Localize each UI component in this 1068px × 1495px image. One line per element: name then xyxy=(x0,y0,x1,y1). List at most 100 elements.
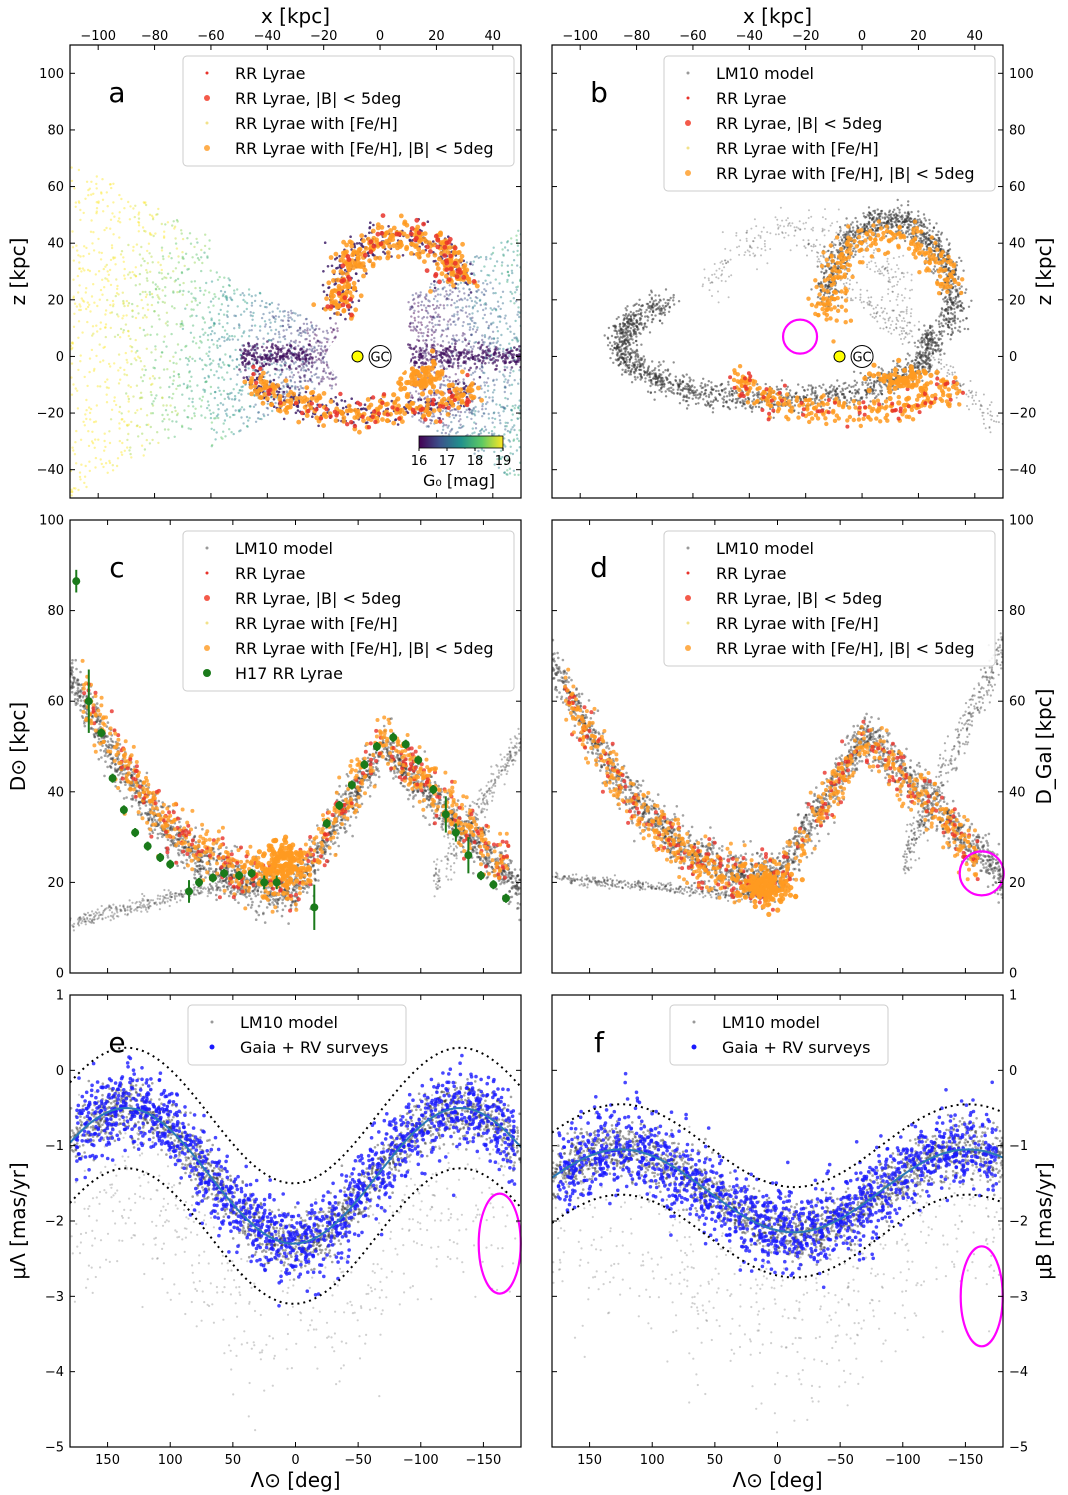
ytick-label: 1 xyxy=(56,989,64,1004)
h17-point xyxy=(360,760,369,769)
ytick-label: 80 xyxy=(47,123,64,138)
legend-marker xyxy=(205,546,209,550)
h17-point xyxy=(185,887,194,896)
h17-point xyxy=(72,577,81,586)
highlight-ellipse xyxy=(958,850,1005,897)
h17-point xyxy=(220,869,229,878)
ytick-label: −4 xyxy=(1009,1365,1028,1380)
legend-marker xyxy=(685,170,691,176)
ytick-label: −2 xyxy=(1009,1215,1028,1230)
y-axis-title: z [kpc] xyxy=(6,238,30,306)
ytick-label: −3 xyxy=(1009,1290,1028,1305)
gc-marker xyxy=(850,344,874,368)
ytick-label: 100 xyxy=(39,514,64,529)
highlight-ellipse xyxy=(781,318,819,355)
sun-marker xyxy=(351,350,364,363)
ytick-label: 0 xyxy=(1009,967,1017,982)
h17-point xyxy=(108,774,117,783)
ytick-label: −20 xyxy=(37,407,64,422)
gc-marker xyxy=(368,344,392,368)
legend-marker xyxy=(686,146,690,150)
panel-letter: d xyxy=(590,551,608,584)
xtick-label: 100 xyxy=(158,1453,183,1468)
legend-entry: RR Lyrae, |B| < 5deg xyxy=(235,589,401,608)
legend-marker xyxy=(209,1044,215,1050)
gc-label: GC xyxy=(852,350,871,365)
h17-point xyxy=(401,740,410,749)
panel-c: 0 20 40 60 80 100 D⊙ [kpc] c LM10 model RR Lyrae R… xyxy=(6,514,522,982)
panel-b: GC −40 −20 0 20 40 60 80 100 −100 −80 −60 −40 −20 0 20 4… xyxy=(551,4,1056,499)
h17-point xyxy=(235,871,244,880)
legend-entry: RR Lyrae with [Fe/H] xyxy=(235,614,398,633)
highlight-ellipse xyxy=(959,1245,1004,1348)
h17-point xyxy=(389,733,398,742)
legend-marker xyxy=(205,621,209,625)
h17-point xyxy=(131,828,140,837)
plot-area-a xyxy=(70,166,521,497)
legend-entry: LM10 model xyxy=(240,1013,338,1032)
plot-area-c xyxy=(70,569,521,932)
legend-box xyxy=(669,1004,889,1066)
legend-marker xyxy=(210,1020,214,1024)
xtick-label: −20 xyxy=(310,29,337,44)
panel-e: −5 −4 −3 −2 −1 0 1 150 100 50 0 −50 −100 −150 Λ⊙ [deg]… xyxy=(6,989,522,1492)
highlight-ellipse xyxy=(477,1192,522,1295)
legend-entry: LM10 model xyxy=(235,539,333,558)
h17-point xyxy=(476,871,485,880)
ytick-label: 0 xyxy=(1009,350,1017,365)
legend-marker xyxy=(204,645,210,651)
legend-entry: H17 RR Lyrae xyxy=(235,664,343,683)
xtick-label: −100 xyxy=(403,1453,439,1468)
ytick-label: 60 xyxy=(47,180,64,195)
legend-box xyxy=(187,1004,407,1066)
ytick-label: −40 xyxy=(1009,463,1036,478)
legend-entry: RR Lyrae xyxy=(235,564,305,583)
ytick-label: −4 xyxy=(45,1365,64,1380)
panel-letter: f xyxy=(594,1026,605,1059)
xtick-label: 40 xyxy=(485,29,502,44)
legend-box xyxy=(663,530,996,667)
ytick-label: 1 xyxy=(1009,989,1017,1004)
legend-marker xyxy=(685,595,691,601)
xtick-label: 100 xyxy=(640,1453,665,1468)
fit-curve xyxy=(70,1106,521,1245)
ytick-label: 60 xyxy=(1009,695,1026,710)
legend-marker xyxy=(685,120,691,126)
ytick-label: 100 xyxy=(1009,67,1034,82)
y-axis-title: μB [mas/yr] xyxy=(1032,1162,1056,1279)
frame xyxy=(551,44,1004,499)
legend-entry: RR Lyrae with [Fe/H], |B| < 5deg xyxy=(235,639,494,658)
colorbar-tick-label: 19 xyxy=(495,454,512,469)
legend-entry: LM10 model xyxy=(722,1013,820,1032)
y-axis-title: D_Gal [kpc] xyxy=(1032,689,1056,805)
legend-marker xyxy=(685,645,691,651)
legend-entry: RR Lyrae xyxy=(716,564,786,583)
ytick-label: 20 xyxy=(47,293,64,308)
ytick-label: −5 xyxy=(45,1441,64,1456)
ytick-label: 0 xyxy=(1009,1064,1017,1079)
ytick-label: 60 xyxy=(1009,180,1026,195)
panel-letter: a xyxy=(108,76,125,109)
h17-point xyxy=(260,878,269,887)
panel-d: 0 20 40 60 80 100 D_Gal [kpc] d LM10 model RR Lyr… xyxy=(551,514,1056,982)
ytick-label: 0 xyxy=(56,967,64,982)
legend-entry: RR Lyrae xyxy=(235,64,305,83)
xtick-label: 50 xyxy=(225,1453,242,1468)
legend-marker xyxy=(205,571,209,575)
xtick-label: 0 xyxy=(291,1453,299,1468)
x-axis-title: Λ⊙ [deg] xyxy=(732,1468,822,1492)
h17-point xyxy=(429,785,438,794)
plot-area-d xyxy=(552,632,1003,918)
colorbar-tick-label: 17 xyxy=(439,454,456,469)
h17-point xyxy=(84,697,93,706)
fit-curve xyxy=(552,1148,1003,1234)
h17-point xyxy=(247,869,256,878)
ytick-label: 40 xyxy=(47,785,64,800)
legend-entry: RR Lyrae, |B| < 5deg xyxy=(235,89,401,108)
xtick-label: 20 xyxy=(910,29,927,44)
legend-entry: RR Lyrae with [Fe/H] xyxy=(716,614,879,633)
xtick-label: −100 xyxy=(885,1453,921,1468)
h17-point xyxy=(97,728,106,737)
h17-point xyxy=(464,851,473,860)
